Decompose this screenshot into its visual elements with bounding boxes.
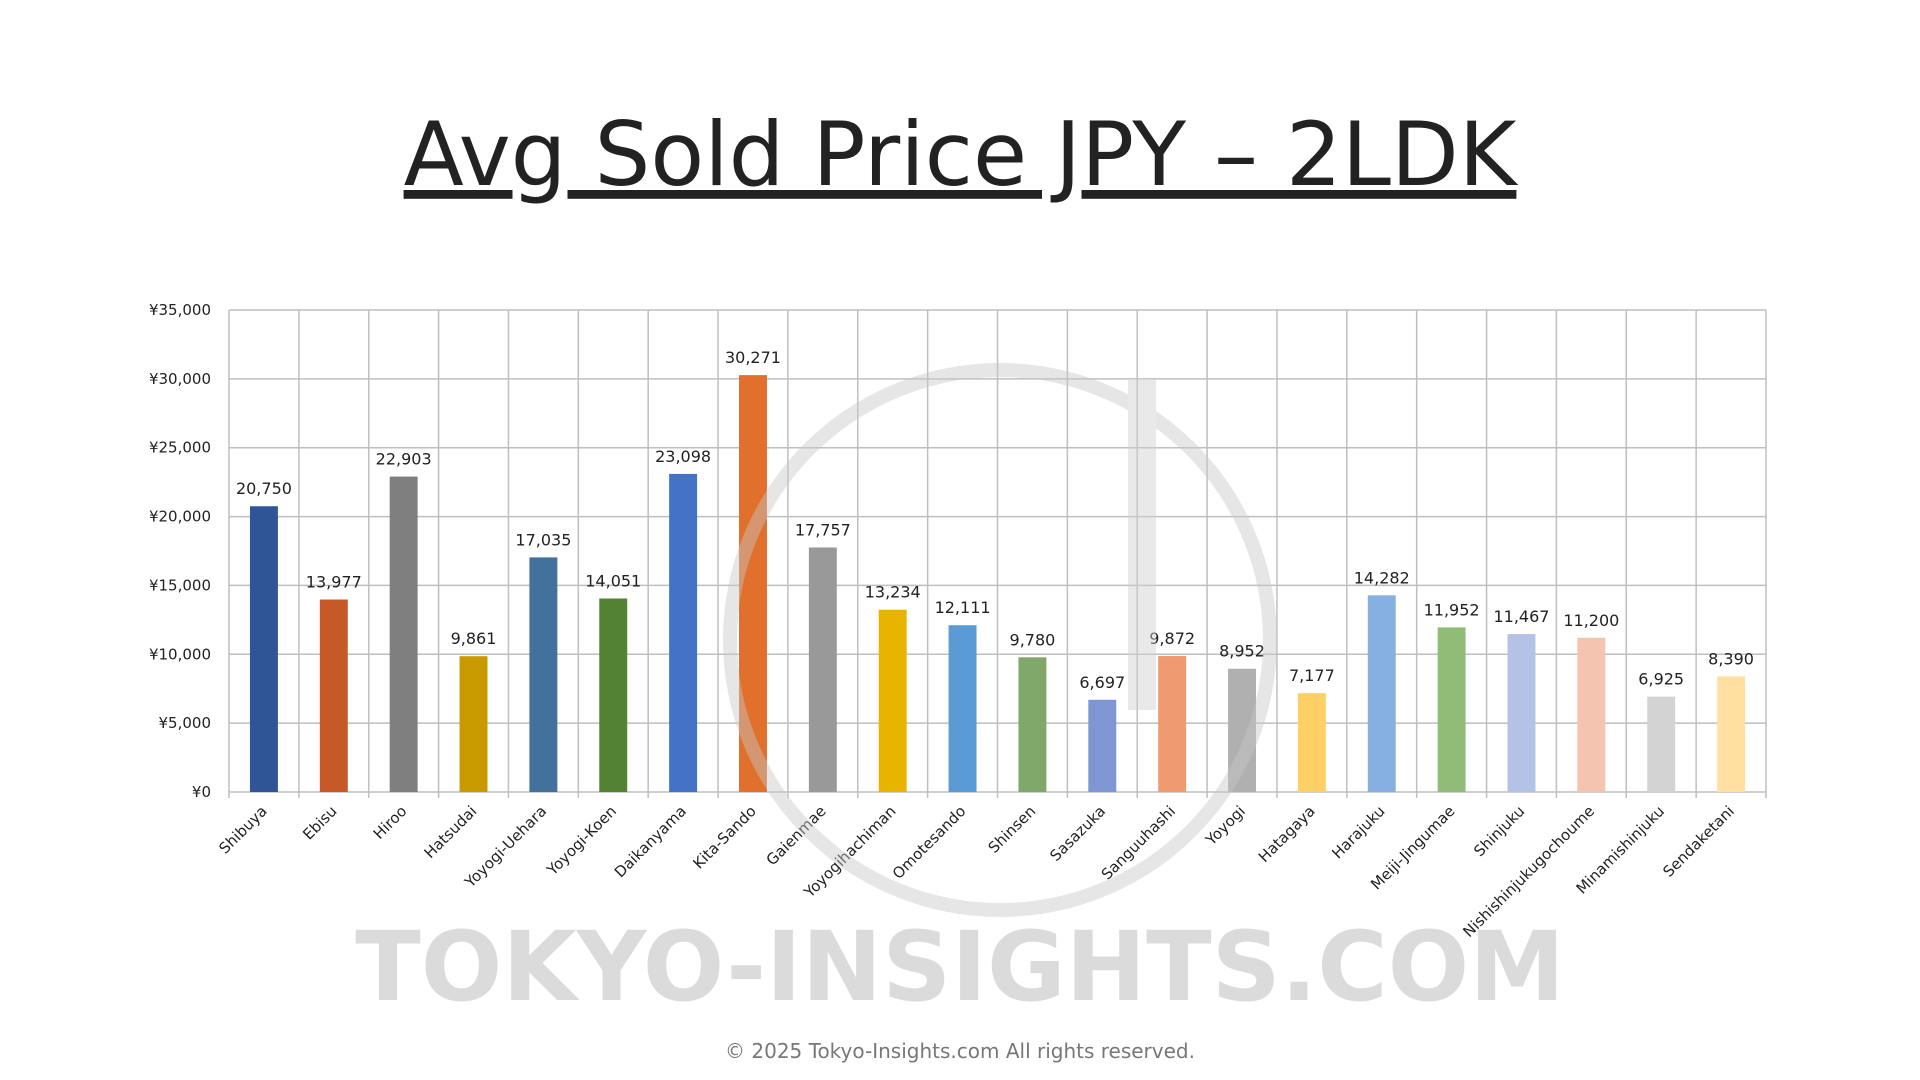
- copyright: © 2025 Tokyo-Insights.com All rights res…: [725, 1039, 1195, 1063]
- x-tick-label: Hatagaya: [1255, 802, 1319, 866]
- x-tick-label: Hiroo: [370, 802, 411, 843]
- value-label: 13,234: [865, 583, 921, 602]
- x-tick-label: Shibuya: [215, 802, 270, 857]
- bar: [1367, 595, 1396, 792]
- x-tick-label: Sasazuka: [1046, 802, 1109, 865]
- bar: [1228, 668, 1256, 792]
- value-label: 30,271: [725, 348, 781, 367]
- bar: [1437, 627, 1466, 792]
- bar: [1507, 634, 1536, 792]
- value-label: 23,098: [655, 447, 711, 466]
- bar: [599, 598, 628, 792]
- bar: [319, 599, 348, 792]
- value-label: 20,750: [236, 479, 292, 498]
- x-tick-label: Ebisu: [299, 802, 340, 843]
- x-tick-label: Omotesando: [889, 802, 970, 883]
- x-tick-label: Shinjuku: [1470, 802, 1528, 860]
- y-tick-label: ¥0: [192, 783, 211, 801]
- value-label: 12,111: [935, 598, 991, 617]
- value-label: 8,390: [1708, 649, 1754, 668]
- watermark-graphic: [723, 363, 1277, 917]
- chart-title: Avg Sold Price JPY – 2LDK: [404, 103, 1519, 206]
- bar: [459, 656, 488, 792]
- value-label: 17,035: [515, 530, 571, 549]
- bar: [1158, 656, 1187, 792]
- bar: [878, 609, 907, 792]
- bar: [529, 557, 558, 792]
- value-label: 9,780: [1010, 630, 1056, 649]
- bar: [669, 473, 698, 792]
- x-tick-label: Yoyogi-Koen: [543, 802, 620, 879]
- bar: [389, 476, 418, 792]
- value-label: 9,872: [1149, 629, 1195, 648]
- value-label: 6,925: [1638, 670, 1684, 689]
- bar: [948, 625, 977, 792]
- bar: [1088, 699, 1117, 792]
- bar: [1297, 693, 1326, 792]
- value-label: 7,177: [1289, 666, 1335, 685]
- x-tick-label: Shinsen: [985, 802, 1040, 857]
- value-label: 13,977: [306, 573, 362, 592]
- x-tick-label: Daikanyama: [611, 802, 690, 881]
- value-label: 17,757: [795, 520, 851, 539]
- value-label: 14,282: [1354, 568, 1410, 587]
- bar: [739, 375, 767, 792]
- y-tick-label: ¥30,000: [149, 370, 211, 388]
- y-tick-label: ¥5,000: [159, 714, 212, 732]
- y-tick-label: ¥20,000: [149, 508, 211, 526]
- value-label: 11,200: [1563, 611, 1619, 630]
- plot-area: ¥0 ¥5,000 ¥10,000 ¥15,000 ¥20,000 ¥25,000 ¥30,…: [149, 301, 1767, 941]
- y-tick-label: ¥25,000: [149, 439, 211, 457]
- value-label: 11,952: [1424, 600, 1480, 619]
- bar: [249, 506, 278, 792]
- watermark: TOKYO-INSIGHTS.COM: [355, 911, 1565, 1023]
- y-tick-label: ¥15,000: [149, 576, 211, 594]
- y-tick-label: ¥35,000: [149, 301, 211, 319]
- value-label: 9,861: [451, 629, 497, 648]
- x-tick-label: Harajuku: [1328, 802, 1388, 862]
- x-tick-label: Kita-Sando: [690, 802, 760, 872]
- bar: [1577, 637, 1606, 792]
- value-label: 22,903: [376, 450, 432, 469]
- y-tick-label: ¥10,000: [149, 645, 211, 663]
- value-label: 8,952: [1219, 642, 1265, 661]
- value-label: 6,697: [1079, 673, 1125, 692]
- bar: [1647, 696, 1676, 792]
- value-label: 14,051: [585, 571, 641, 590]
- x-tick-label: Hatsudai: [421, 802, 481, 862]
- value-label: 11,467: [1493, 607, 1549, 626]
- bar: [1717, 676, 1746, 792]
- x-tick-label: Sendaketani: [1659, 802, 1738, 881]
- watermark-tower: [1128, 380, 1156, 710]
- bar: [808, 547, 837, 792]
- bar: [1018, 657, 1047, 792]
- watermark-ring: [723, 363, 1277, 917]
